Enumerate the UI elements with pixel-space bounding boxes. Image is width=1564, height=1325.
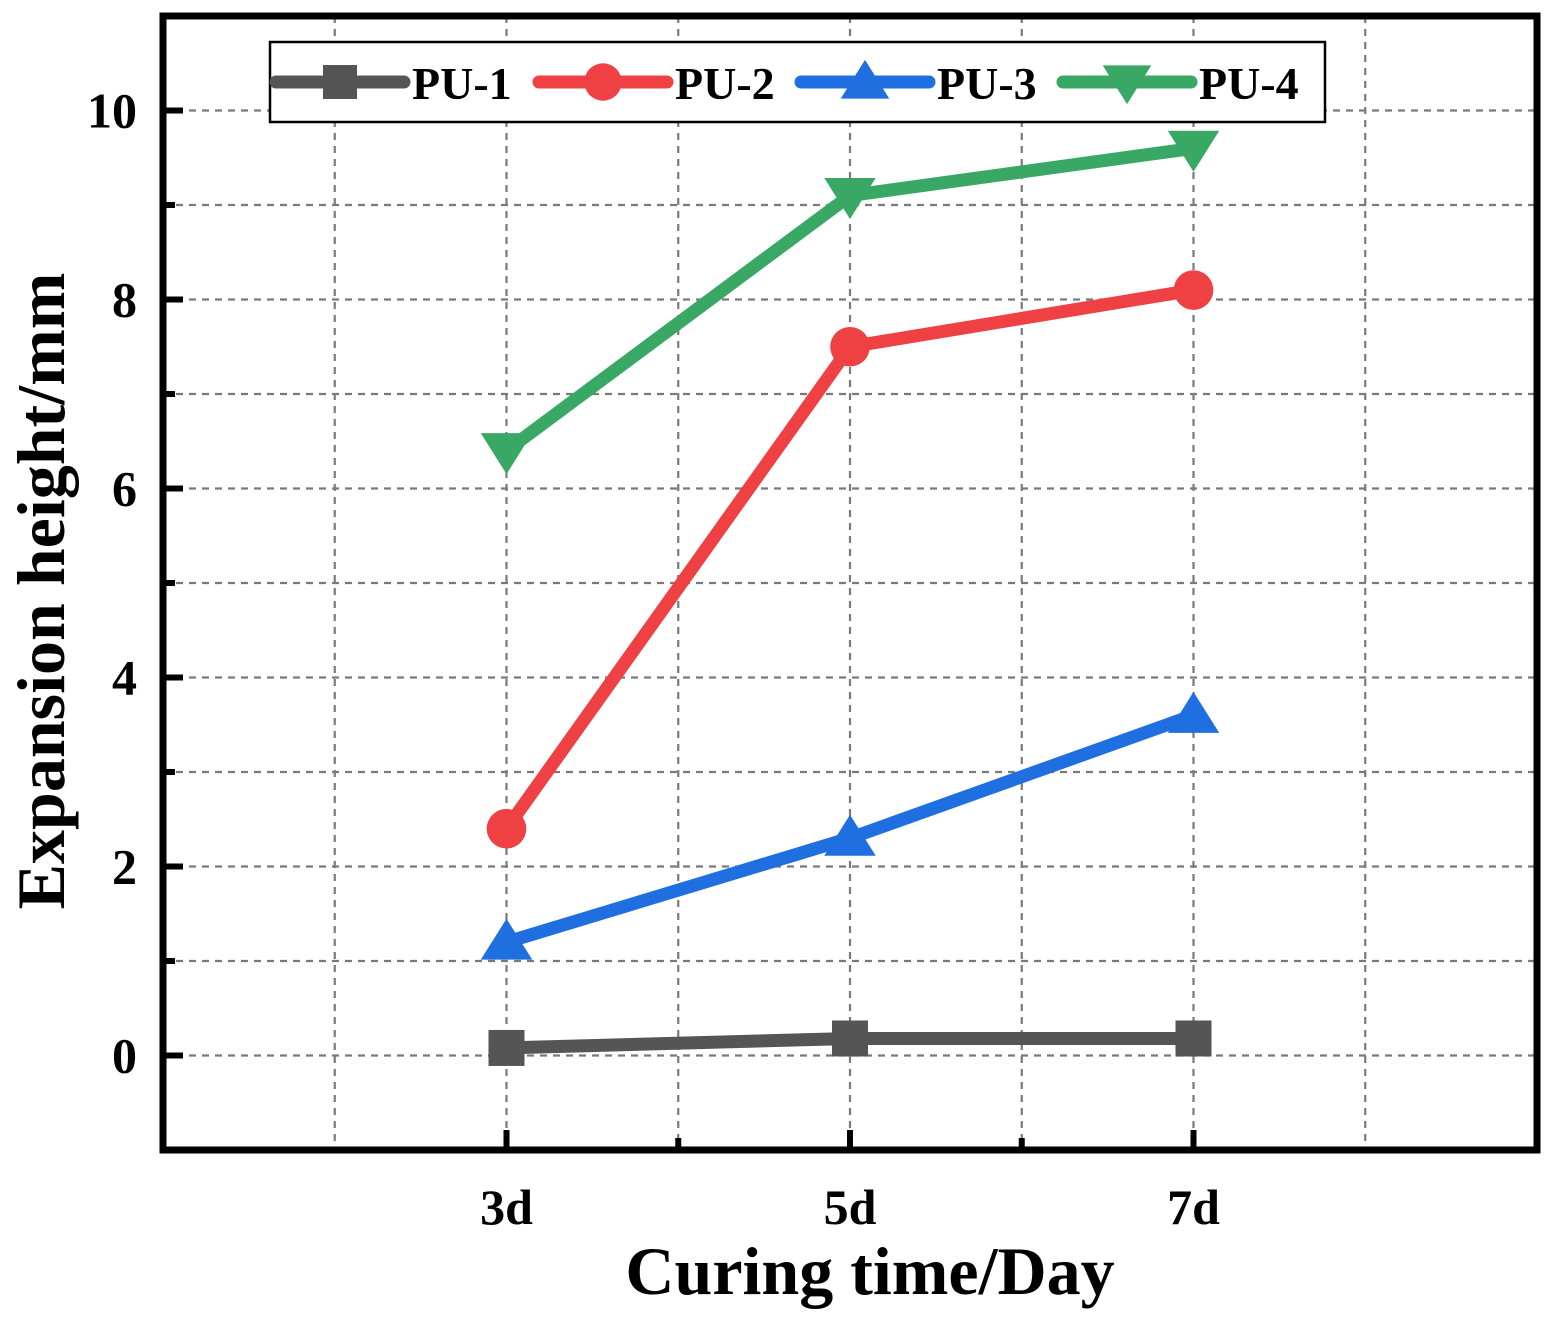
legend-label: PU-1 [412, 58, 512, 109]
data-point [488, 1029, 525, 1066]
x-tick-label: 7d [1167, 1179, 1220, 1235]
y-tick-label: 6 [112, 461, 137, 517]
data-point [480, 433, 533, 475]
y-tick-label: 0 [112, 1028, 137, 1084]
y-tick-label: 2 [112, 839, 137, 895]
data-point [1173, 270, 1214, 310]
data-point [1175, 1020, 1212, 1057]
series-group [480, 130, 1220, 1066]
y-axis-title: Expansion height/mm [3, 273, 79, 910]
legend-marker [840, 59, 890, 99]
series-pu-2 [486, 270, 1214, 849]
legend-entry: PU-2 [532, 58, 775, 109]
legend: PU-1 PU-2 PU-3 PU-4 [268, 40, 1327, 124]
data-point [1167, 691, 1220, 733]
legend-entry: PU-1 [269, 58, 512, 109]
series-pu-1 [488, 1020, 1212, 1066]
series-pu-4 [480, 130, 1220, 475]
y-tick-label: 10 [87, 83, 137, 139]
legend-entry: PU-3 [794, 58, 1037, 109]
legend-label: PU-4 [1199, 58, 1299, 109]
legend-marker [584, 63, 622, 101]
legend-entry: PU-4 [1056, 58, 1299, 109]
x-axis-title: Curing time/Day [625, 1233, 1114, 1309]
legend-marker [1102, 65, 1152, 105]
data-point [824, 814, 876, 856]
legend-label: PU-3 [937, 58, 1037, 109]
series-pu-3 [480, 691, 1220, 960]
data-point [486, 808, 527, 849]
data-point [1167, 130, 1220, 172]
x-tick-label: 3d [480, 1179, 533, 1235]
data-point [480, 918, 533, 960]
legend-marker [323, 65, 357, 99]
y-tick-label: 8 [112, 272, 137, 328]
data-point [824, 178, 876, 219]
data-point [830, 326, 870, 367]
data-point [832, 1020, 868, 1057]
axis-ticks: 0 2 4 6 8 10 3d 5d 7d [87, 83, 1220, 1236]
x-tick-label: 5d [824, 1179, 877, 1235]
y-tick-label: 4 [112, 650, 137, 706]
legend-label: PU-2 [675, 58, 775, 109]
